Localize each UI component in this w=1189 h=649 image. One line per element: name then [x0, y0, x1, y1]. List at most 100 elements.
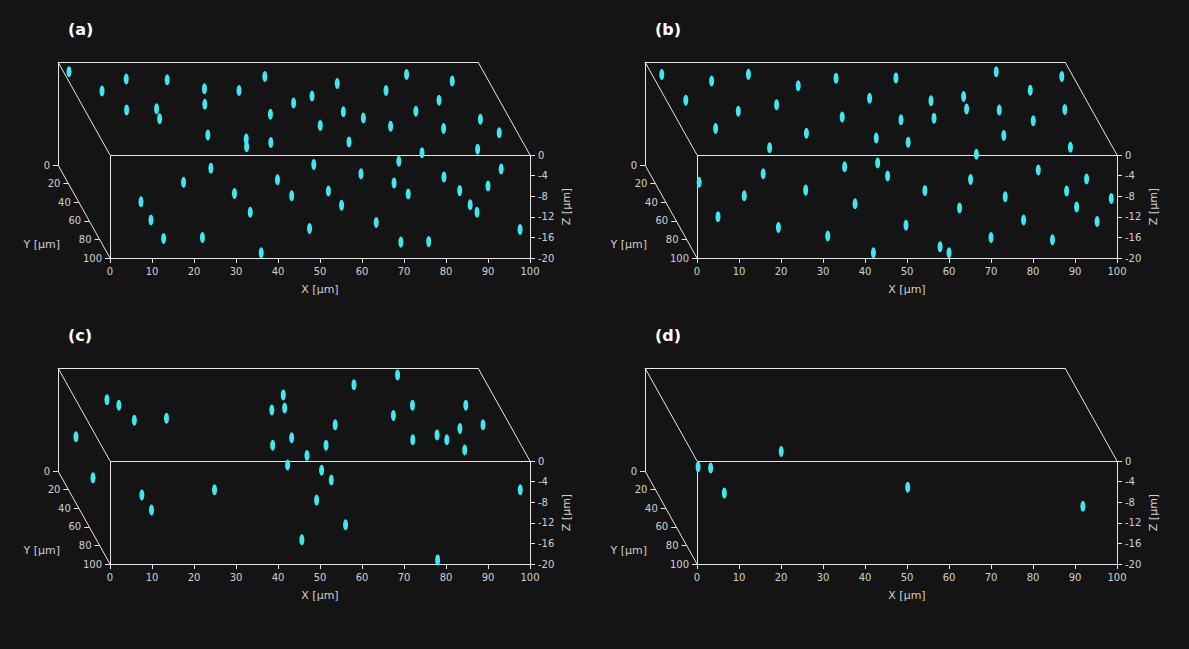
svg-text:60: 60	[943, 266, 956, 277]
svg-text:20: 20	[48, 484, 61, 495]
svg-text:0: 0	[44, 160, 50, 171]
svg-text:40: 40	[58, 503, 71, 514]
svg-text:(b): (b)	[655, 20, 681, 39]
svg-text:40: 40	[58, 197, 71, 208]
svg-text:70: 70	[985, 572, 998, 583]
svg-text:X [µm]: X [µm]	[301, 589, 338, 602]
svg-text:10: 10	[733, 266, 746, 277]
svg-text:40: 40	[859, 572, 872, 583]
svg-text:-4: -4	[538, 170, 548, 181]
svg-text:100: 100	[1107, 572, 1126, 583]
svg-text:50: 50	[314, 572, 327, 583]
svg-text:X [µm]: X [µm]	[301, 283, 338, 296]
svg-text:10: 10	[146, 266, 159, 277]
svg-text:90: 90	[482, 572, 495, 583]
svg-text:Y [µm]: Y [µm]	[22, 544, 60, 557]
svg-text:90: 90	[1069, 266, 1082, 277]
svg-text:20: 20	[48, 178, 61, 189]
svg-text:X [µm]: X [µm]	[888, 589, 925, 602]
svg-text:-4: -4	[1125, 476, 1135, 487]
svg-text:70: 70	[985, 266, 998, 277]
svg-text:30: 30	[817, 572, 830, 583]
svg-text:0: 0	[631, 466, 637, 477]
svg-text:20: 20	[635, 178, 648, 189]
svg-text:0: 0	[107, 266, 113, 277]
svg-text:30: 30	[230, 572, 243, 583]
svg-text:0: 0	[538, 150, 544, 161]
svg-text:60: 60	[356, 266, 369, 277]
svg-text:30: 30	[817, 266, 830, 277]
svg-text:40: 40	[272, 266, 285, 277]
svg-text:80: 80	[1027, 572, 1040, 583]
svg-text:-4: -4	[1125, 170, 1135, 181]
svg-text:0: 0	[538, 456, 544, 467]
svg-text:0: 0	[1125, 456, 1131, 467]
svg-text:80: 80	[440, 572, 453, 583]
svg-text:0: 0	[107, 572, 113, 583]
svg-text:-20: -20	[1125, 559, 1141, 570]
svg-text:60: 60	[68, 215, 81, 226]
svg-text:-12: -12	[1125, 517, 1141, 528]
svg-text:-12: -12	[538, 211, 554, 222]
svg-text:-20: -20	[538, 559, 554, 570]
svg-text:100: 100	[670, 253, 689, 264]
svg-text:-8: -8	[538, 191, 548, 202]
svg-text:80: 80	[666, 234, 679, 245]
svg-text:-16: -16	[538, 232, 554, 243]
svg-text:Z [µm]: Z [µm]	[1147, 494, 1160, 531]
svg-text:20: 20	[775, 572, 788, 583]
svg-text:50: 50	[901, 572, 914, 583]
svg-text:50: 50	[901, 266, 914, 277]
svg-text:40: 40	[859, 266, 872, 277]
svg-text:-12: -12	[1125, 211, 1141, 222]
svg-text:100: 100	[520, 266, 539, 277]
svg-text:90: 90	[482, 266, 495, 277]
svg-text:60: 60	[655, 521, 668, 532]
svg-text:40: 40	[645, 503, 658, 514]
svg-text:10: 10	[146, 572, 159, 583]
svg-text:90: 90	[1069, 572, 1082, 583]
svg-text:60: 60	[943, 572, 956, 583]
svg-text:Z [µm]: Z [µm]	[560, 188, 573, 225]
svg-text:50: 50	[314, 266, 327, 277]
svg-text:80: 80	[79, 234, 92, 245]
svg-text:0: 0	[694, 572, 700, 583]
svg-text:20: 20	[635, 484, 648, 495]
svg-text:60: 60	[356, 572, 369, 583]
svg-text:Z [µm]: Z [µm]	[1147, 188, 1160, 225]
svg-text:-20: -20	[538, 253, 554, 264]
svg-text:40: 40	[645, 197, 658, 208]
svg-text:70: 70	[398, 572, 411, 583]
svg-text:-8: -8	[538, 497, 548, 508]
svg-text:20: 20	[188, 572, 201, 583]
svg-text:20: 20	[188, 266, 201, 277]
svg-text:60: 60	[655, 215, 668, 226]
svg-text:(a): (a)	[68, 20, 93, 39]
svg-text:60: 60	[68, 521, 81, 532]
svg-text:10: 10	[733, 572, 746, 583]
svg-text:40: 40	[272, 572, 285, 583]
svg-text:0: 0	[631, 160, 637, 171]
svg-text:100: 100	[1107, 266, 1126, 277]
svg-text:(c): (c)	[68, 326, 92, 345]
svg-text:100: 100	[520, 572, 539, 583]
svg-text:0: 0	[1125, 150, 1131, 161]
svg-text:Y [µm]: Y [µm]	[609, 544, 647, 557]
svg-text:-16: -16	[538, 538, 554, 549]
svg-text:-12: -12	[538, 517, 554, 528]
svg-text:-20: -20	[1125, 253, 1141, 264]
svg-text:Y [µm]: Y [µm]	[609, 238, 647, 251]
svg-text:-8: -8	[1125, 497, 1135, 508]
svg-text:-4: -4	[538, 476, 548, 487]
svg-text:-16: -16	[1125, 538, 1141, 549]
svg-text:70: 70	[398, 266, 411, 277]
svg-text:(d): (d)	[655, 326, 681, 345]
svg-text:80: 80	[1027, 266, 1040, 277]
svg-text:20: 20	[775, 266, 788, 277]
svg-text:100: 100	[670, 559, 689, 570]
svg-text:80: 80	[440, 266, 453, 277]
svg-text:80: 80	[666, 540, 679, 551]
svg-text:-8: -8	[1125, 191, 1135, 202]
svg-text:-16: -16	[1125, 232, 1141, 243]
svg-text:X [µm]: X [µm]	[888, 283, 925, 296]
